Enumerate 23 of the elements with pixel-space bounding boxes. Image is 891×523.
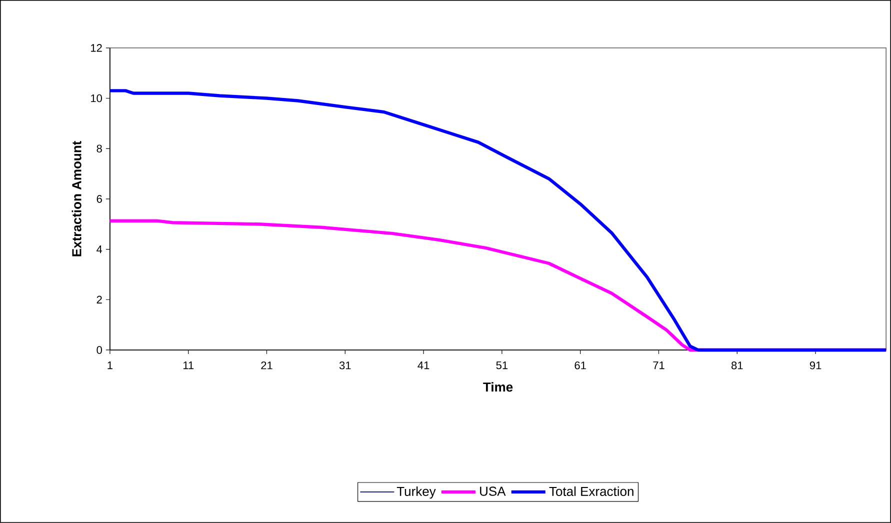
x-axis-title: Time: [483, 382, 513, 392]
x-tick-label: 91: [810, 362, 822, 370]
y-tick-label: 10: [91, 94, 102, 102]
y-tick-label: 0: [96, 346, 102, 354]
legend-label: USA: [480, 486, 506, 496]
x-tick-label: 21: [261, 362, 272, 370]
x-tick-label: 1: [108, 362, 112, 370]
y-tick-label: 6: [96, 195, 102, 203]
x-tick-label: 71: [653, 362, 664, 370]
legend-label: Turkey: [396, 486, 436, 499]
y-axis-title: Extraction Amount: [72, 141, 82, 256]
legend-label: Total Exraction: [549, 486, 634, 496]
x-tick-label: 11: [183, 362, 194, 370]
x-tick-label: 81: [732, 362, 743, 370]
y-tick-label: 4: [96, 246, 102, 254]
y-tick-label: 2: [96, 296, 102, 304]
x-tick-label: 61: [574, 362, 586, 370]
y-tick-label: 8: [96, 144, 102, 153]
x-tick-label: 41: [418, 362, 430, 370]
line-series: [108, 89, 888, 352]
y-tick-label: 12: [91, 44, 102, 52]
x-tick-label: 31: [339, 362, 351, 370]
x-tick-label: 51: [496, 362, 508, 370]
